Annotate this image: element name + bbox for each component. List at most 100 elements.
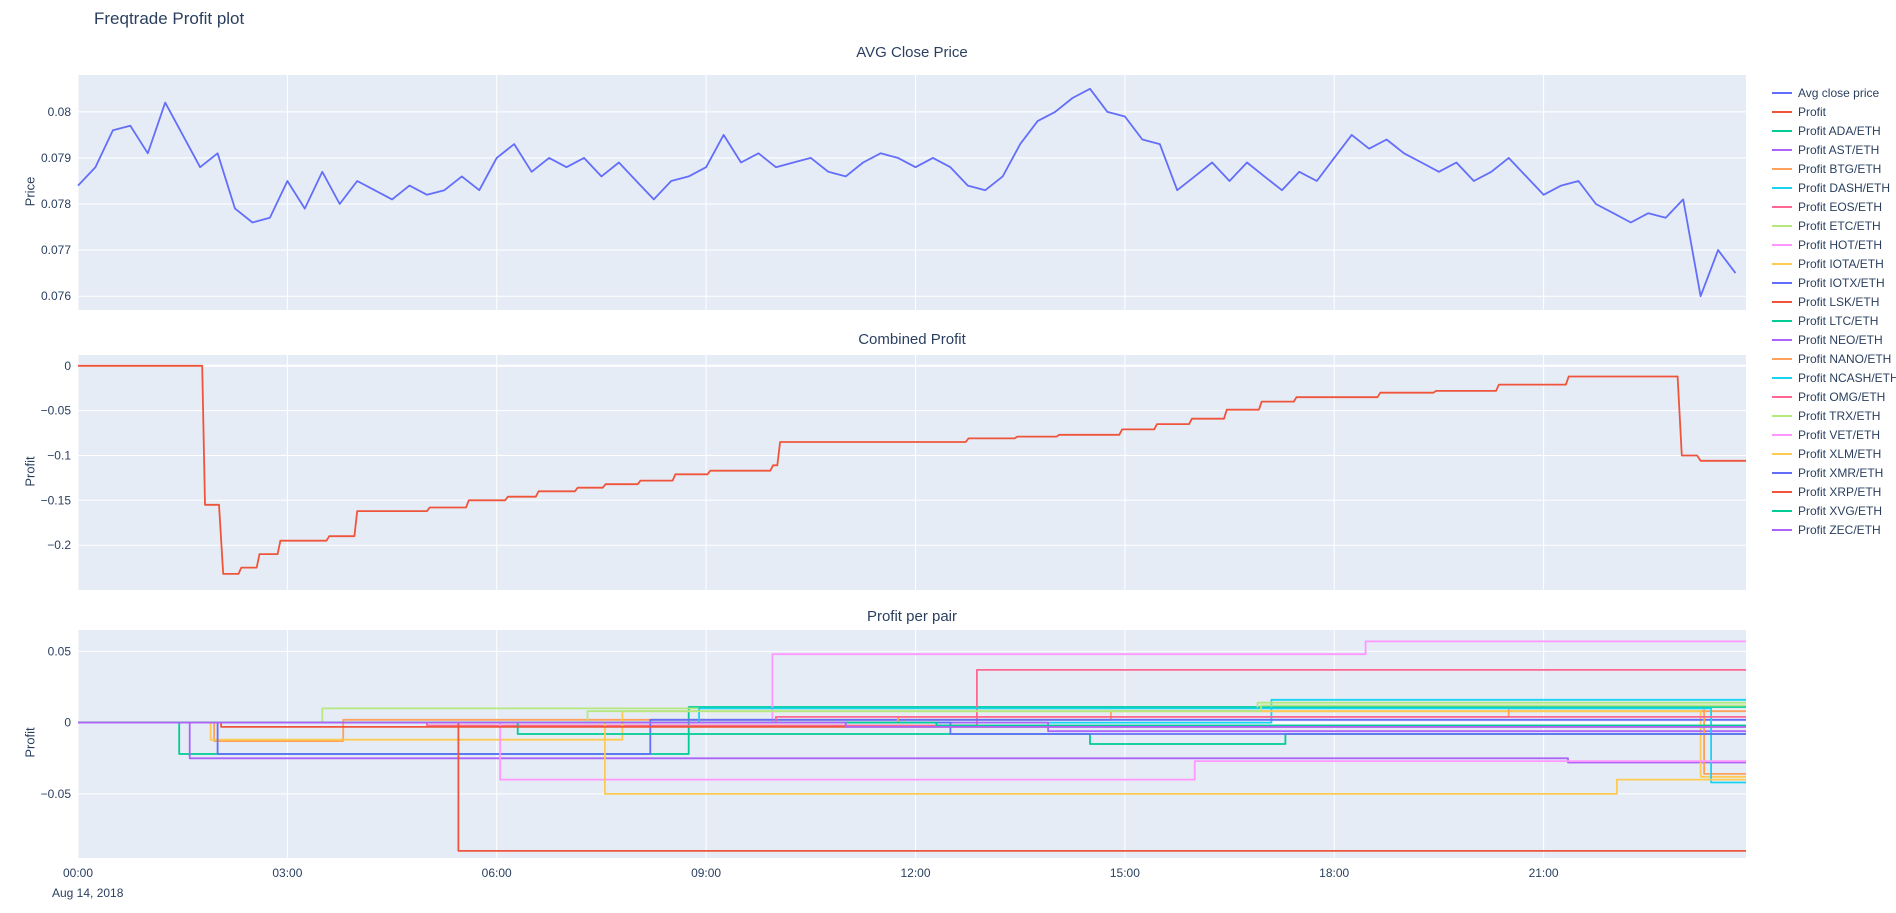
legend-item-label: Profit VET/ETH bbox=[1798, 427, 1881, 442]
legend-item-label: Profit EOS/ETH bbox=[1798, 199, 1883, 214]
legend-line-icon bbox=[1772, 338, 1792, 341]
legend-line-icon bbox=[1772, 357, 1792, 360]
legend-line-icon bbox=[1772, 490, 1792, 493]
legend-line-icon bbox=[1772, 186, 1792, 189]
y-tick-label: 0.08 bbox=[48, 105, 72, 119]
plot-background bbox=[78, 75, 1746, 310]
y-tick-label: 0.05 bbox=[48, 644, 72, 658]
legend-item-label: Profit ETC/ETH bbox=[1798, 218, 1881, 233]
legend-item-profit-xrp-eth[interactable]: Profit XRP/ETH bbox=[1772, 482, 1896, 501]
x-tick-label: 18:00 bbox=[1319, 866, 1349, 880]
legend-line-icon bbox=[1772, 452, 1792, 455]
y-tick-label: 0.077 bbox=[41, 243, 71, 257]
legend-line-icon bbox=[1772, 509, 1792, 512]
series-avg-close-price bbox=[77, 87, 1737, 298]
legend-line-icon bbox=[1772, 281, 1792, 284]
chart-title-avg-close-price: AVG Close Price bbox=[856, 44, 968, 61]
legend-line-icon bbox=[1772, 300, 1792, 303]
legend-item-label: Profit ZEC/ETH bbox=[1798, 522, 1881, 537]
legend-line-icon bbox=[1772, 433, 1792, 436]
legend-line-icon bbox=[1772, 129, 1792, 132]
plot-background bbox=[78, 355, 1746, 590]
legend-item-profit-xmr-eth[interactable]: Profit XMR/ETH bbox=[1772, 463, 1896, 482]
legend-item-label: Profit XLM/ETH bbox=[1798, 446, 1882, 461]
legend-item-label: Profit OMG/ETH bbox=[1798, 389, 1886, 404]
legend-item-profit-xlm-eth[interactable]: Profit XLM/ETH bbox=[1772, 444, 1896, 463]
plot-background bbox=[78, 630, 1746, 858]
legend-item-label: Profit bbox=[1798, 104, 1827, 119]
x-tick-label: 09:00 bbox=[691, 866, 721, 880]
legend-item-label: Profit XVG/ETH bbox=[1798, 503, 1883, 518]
legend-item-profit-omg-eth[interactable]: Profit OMG/ETH bbox=[1772, 387, 1896, 406]
x-tick-label: 00:00 bbox=[63, 866, 93, 880]
series-profit bbox=[78, 364, 1746, 575]
legend-line-icon bbox=[1772, 110, 1792, 113]
legend-line-icon bbox=[1772, 414, 1792, 417]
legend-item-label: Profit NEO/ETH bbox=[1798, 332, 1883, 347]
legend-line-icon bbox=[1772, 91, 1792, 94]
legend-item-label: Profit LSK/ETH bbox=[1798, 294, 1880, 309]
legend-item-profit-neo-eth[interactable]: Profit NEO/ETH bbox=[1772, 330, 1896, 349]
legend-item-profit-ltc-eth[interactable]: Profit LTC/ETH bbox=[1772, 311, 1896, 330]
legend-item-label: Profit DASH/ETH bbox=[1798, 180, 1891, 195]
legend-item-profit-dash-eth[interactable]: Profit DASH/ETH bbox=[1772, 178, 1896, 197]
y-tick-label: 0 bbox=[64, 359, 71, 373]
y-tick-label: 0.079 bbox=[41, 151, 71, 165]
legend-line-icon bbox=[1772, 471, 1792, 474]
legend-item-label: Profit BTG/ETH bbox=[1798, 161, 1882, 176]
legend-item-label: Profit LTC/ETH bbox=[1798, 313, 1879, 328]
legend-item-profit-vet-eth[interactable]: Profit VET/ETH bbox=[1772, 425, 1896, 444]
legend-item-label: Profit IOTX/ETH bbox=[1798, 275, 1885, 290]
legend-item-profit-trx-eth[interactable]: Profit TRX/ETH bbox=[1772, 406, 1896, 425]
x-tick-label: 15:00 bbox=[1110, 866, 1140, 880]
legend-item-label: Profit IOTA/ETH bbox=[1798, 256, 1884, 271]
legend-item-profit-etc-eth[interactable]: Profit ETC/ETH bbox=[1772, 216, 1896, 235]
legend-item-label: Avg close price bbox=[1798, 85, 1880, 100]
legend-line-icon bbox=[1772, 528, 1792, 531]
x-tick-label: 12:00 bbox=[900, 866, 930, 880]
legend-item-label: Profit NCASH/ETH bbox=[1798, 370, 1896, 385]
legend-line-icon bbox=[1772, 224, 1792, 227]
legend-line-icon bbox=[1772, 395, 1792, 398]
legend-line-icon bbox=[1772, 148, 1792, 151]
y-tick-label: −0.2 bbox=[47, 538, 71, 552]
y-tick-label: −0.05 bbox=[41, 787, 72, 801]
legend-item-label: Profit ADA/ETH bbox=[1798, 123, 1881, 138]
x-axis-date-label: Aug 14, 2018 bbox=[52, 886, 124, 900]
series-profit-iota-eth bbox=[78, 710, 1746, 778]
legend-item-profit-btg-eth[interactable]: Profit BTG/ETH bbox=[1772, 159, 1896, 178]
legend-item-avg-close-price[interactable]: Avg close price bbox=[1772, 83, 1896, 102]
legend-item-label: Profit TRX/ETH bbox=[1798, 408, 1881, 423]
legend-item-label: Profit AST/ETH bbox=[1798, 142, 1880, 157]
legend-item-profit-ada-eth[interactable]: Profit ADA/ETH bbox=[1772, 121, 1896, 140]
legend-line-icon bbox=[1772, 243, 1792, 246]
legend-item-profit-hot-eth[interactable]: Profit HOT/ETH bbox=[1772, 235, 1896, 254]
x-tick-label: 03:00 bbox=[272, 866, 302, 880]
legend-item-profit-ast-eth[interactable]: Profit AST/ETH bbox=[1772, 140, 1896, 159]
page-title: Freqtrade Profit plot bbox=[94, 9, 245, 28]
series-profit-nano-eth bbox=[78, 707, 1746, 775]
combined-profit-chart[interactable]: 0 −0.05 −0.1 −0.15 −0.2 bbox=[0, 355, 1770, 590]
series-profit-ltc-eth bbox=[78, 721, 1746, 745]
legend-item-profit[interactable]: Profit bbox=[1772, 102, 1896, 121]
legend-item-profit-ncash-eth[interactable]: Profit NCASH/ETH bbox=[1772, 368, 1896, 387]
legend-item-profit-lsk-eth[interactable]: Profit LSK/ETH bbox=[1772, 292, 1896, 311]
y-tick-label: 0 bbox=[64, 716, 71, 730]
avg-close-price-chart[interactable]: 0.08 0.079 0.078 0.077 0.076 bbox=[0, 75, 1770, 310]
legend-line-icon bbox=[1772, 205, 1792, 208]
profit-per-pair-chart[interactable]: 0.05 0 −0.05 00:00 03:00 06:00 09:00 12:00 15:00… bbox=[0, 630, 1770, 892]
legend-item-profit-xvg-eth[interactable]: Profit XVG/ETH bbox=[1772, 501, 1896, 520]
legend-item-label: Profit NANO/ETH bbox=[1798, 351, 1892, 366]
y-tick-label: −0.1 bbox=[47, 449, 71, 463]
y-tick-label: −0.05 bbox=[41, 404, 72, 418]
legend-item-profit-zec-eth[interactable]: Profit ZEC/ETH bbox=[1772, 520, 1896, 539]
y-tick-label: 0.078 bbox=[41, 197, 71, 211]
legend-item-profit-iotx-eth[interactable]: Profit IOTX/ETH bbox=[1772, 273, 1896, 292]
legend-item-profit-iota-eth[interactable]: Profit IOTA/ETH bbox=[1772, 254, 1896, 273]
y-tick-label: 0.076 bbox=[41, 289, 71, 303]
series-profit-zec-eth bbox=[78, 721, 1746, 728]
legend-item-profit-nano-eth[interactable]: Profit NANO/ETH bbox=[1772, 349, 1896, 368]
legend-line-icon bbox=[1772, 319, 1792, 322]
legend-item-profit-eos-eth[interactable]: Profit EOS/ETH bbox=[1772, 197, 1896, 216]
